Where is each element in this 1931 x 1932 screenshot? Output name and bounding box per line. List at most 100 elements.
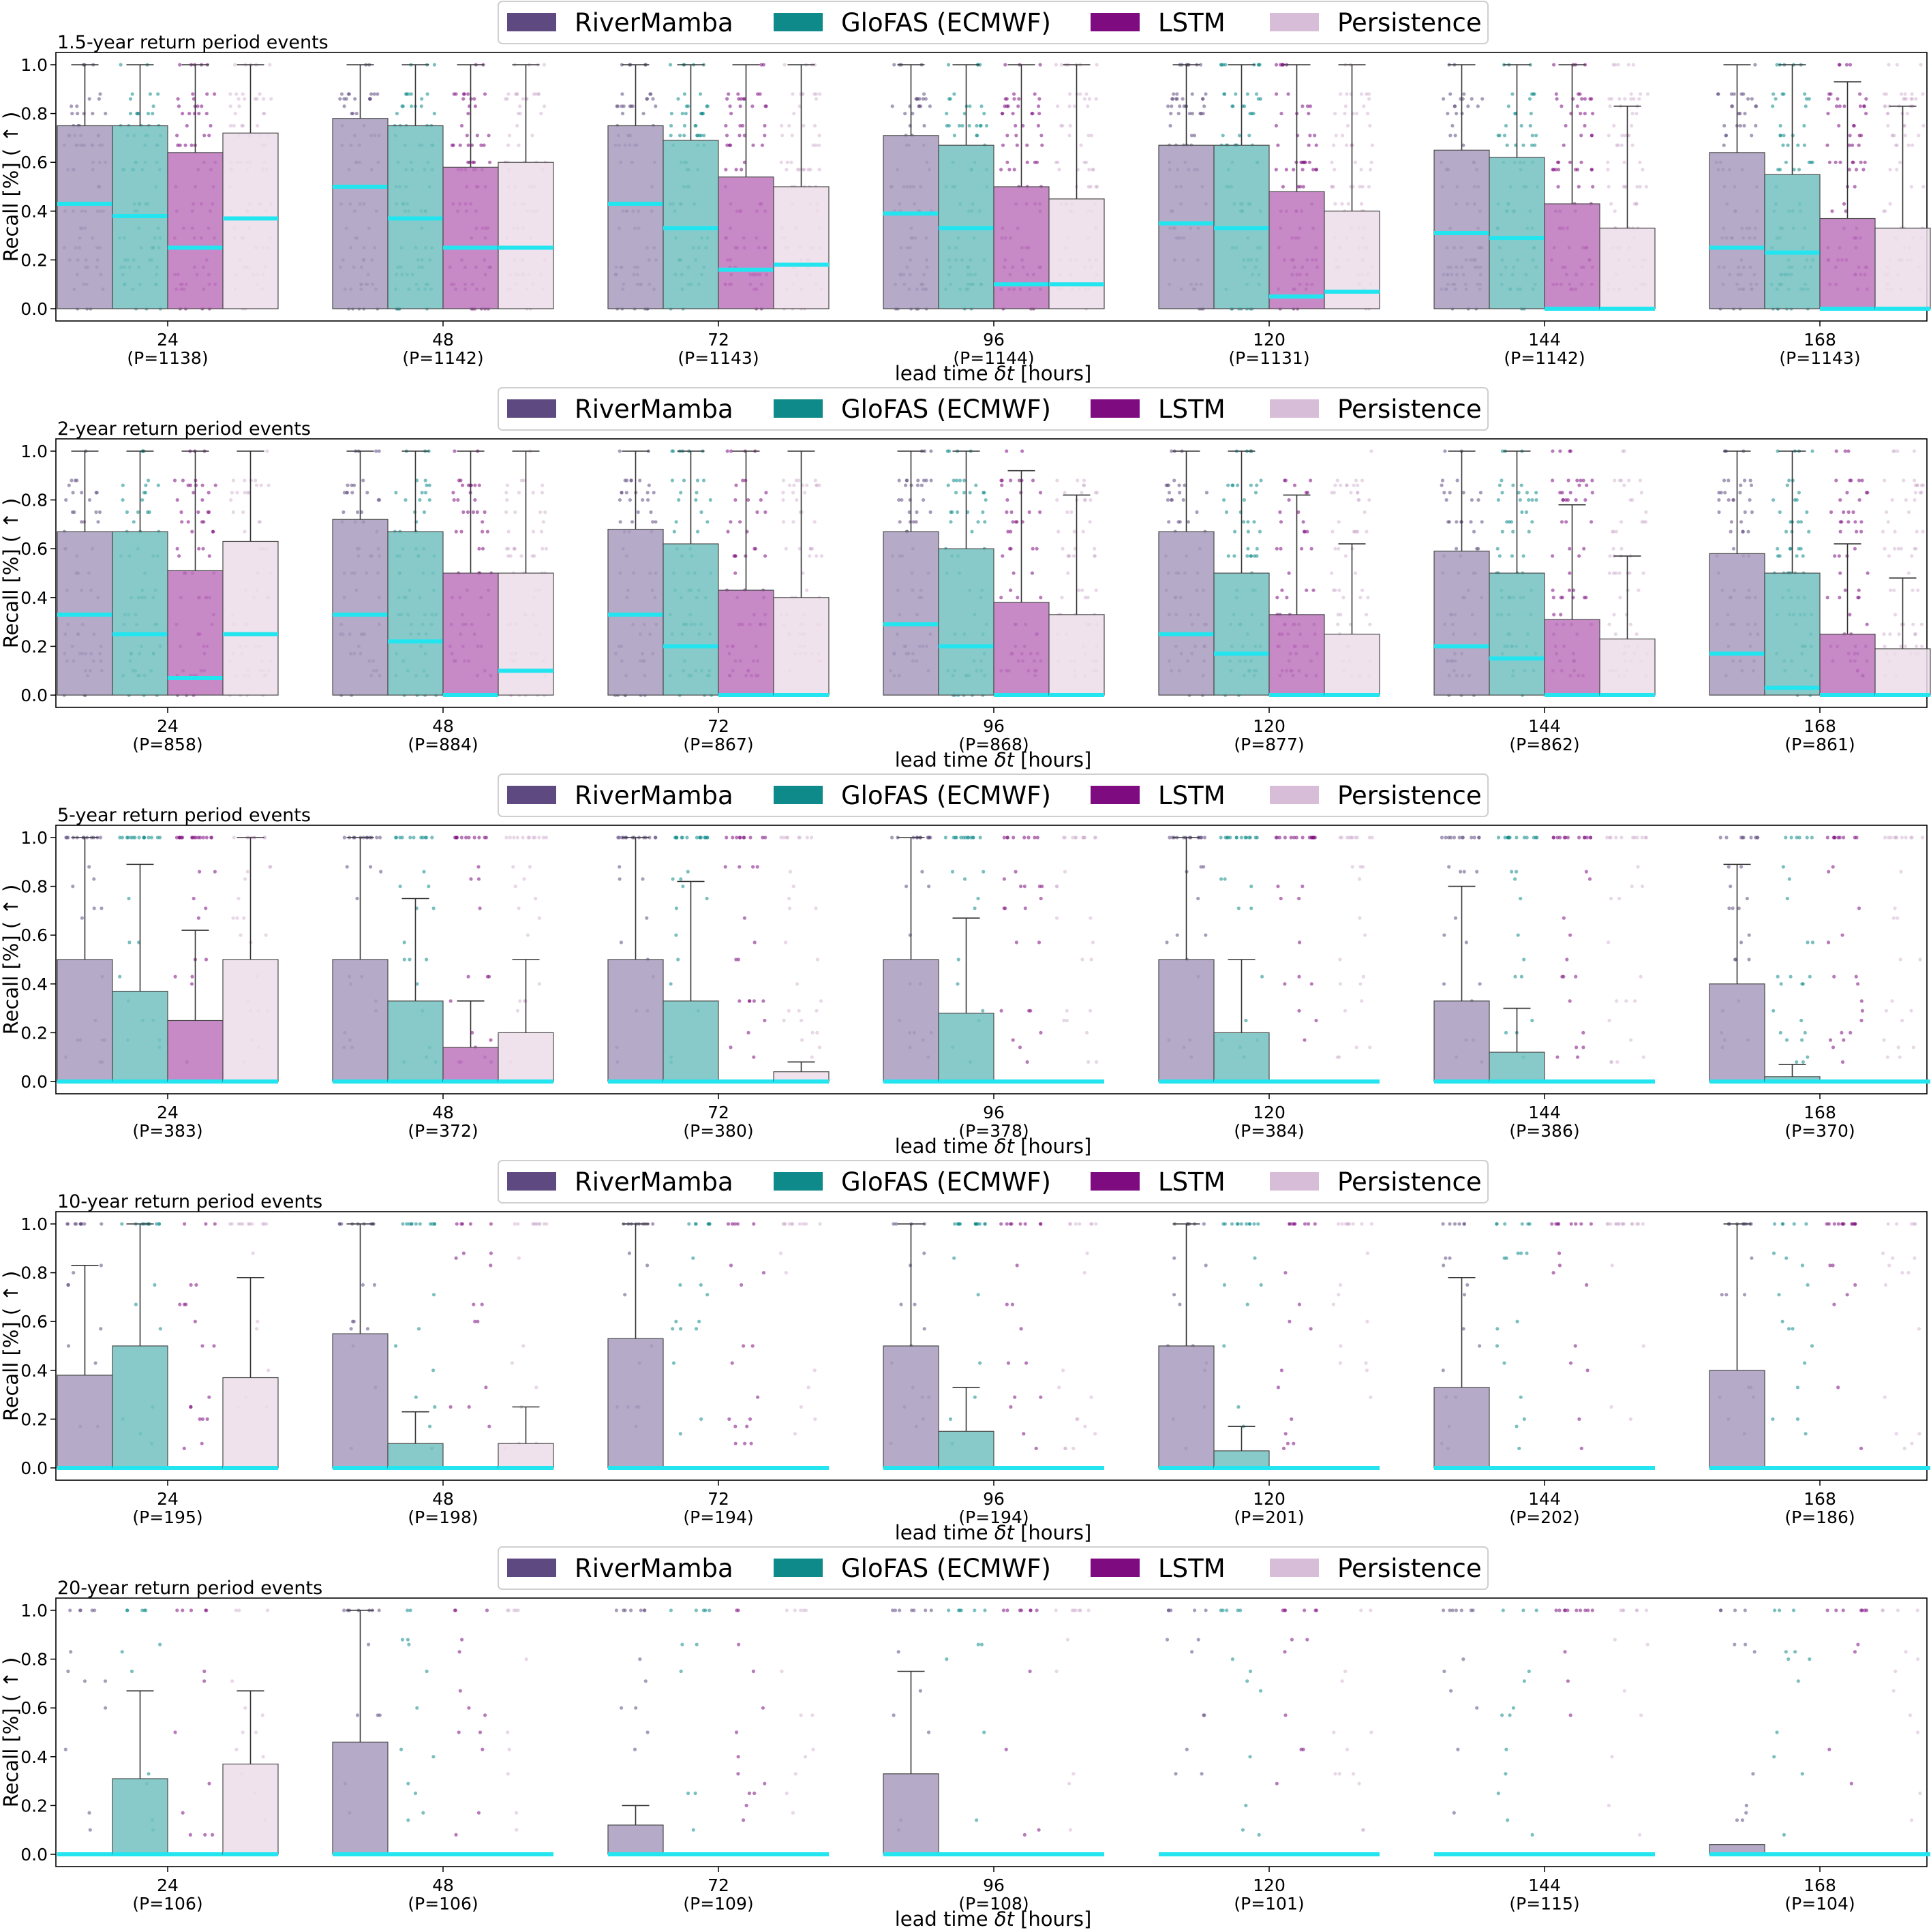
bar — [938, 548, 994, 696]
data-point — [1309, 478, 1313, 482]
data-point — [738, 520, 742, 524]
data-point — [1623, 97, 1627, 101]
data-point — [190, 530, 194, 534]
data-point — [674, 933, 678, 937]
data-point — [87, 97, 91, 101]
legend-label: RiverMamba — [575, 395, 733, 424]
data-point — [1624, 999, 1628, 1003]
data-point — [1239, 835, 1243, 840]
data-point — [791, 885, 795, 889]
data-point — [1057, 168, 1061, 172]
data-point — [1256, 97, 1260, 101]
data-point — [1309, 982, 1313, 986]
data-point — [213, 870, 217, 874]
data-point — [94, 510, 98, 515]
data-point — [202, 134, 207, 138]
data-point — [1500, 449, 1504, 453]
data-point — [1367, 498, 1371, 502]
data-point — [418, 498, 422, 502]
data-point — [177, 104, 181, 108]
data-point — [476, 865, 481, 869]
data-point — [1242, 498, 1246, 502]
data-point — [133, 835, 137, 840]
data-point — [1520, 510, 1524, 515]
data-point — [890, 835, 894, 840]
data-point — [1095, 1060, 1099, 1064]
x-count-label: (P=384) — [1234, 1121, 1304, 1141]
data-point — [928, 835, 932, 840]
data-point — [257, 520, 261, 524]
bar — [1489, 157, 1545, 309]
data-point — [1352, 530, 1356, 534]
data-point — [1804, 97, 1809, 101]
bar — [1709, 152, 1765, 309]
data-point — [641, 498, 645, 502]
data-point — [1453, 104, 1457, 108]
data-point — [1177, 483, 1181, 487]
data-point — [451, 143, 455, 147]
data-point — [1477, 835, 1481, 840]
data-point — [724, 168, 728, 172]
data-point — [466, 143, 470, 147]
data-point — [1331, 185, 1335, 189]
data-point — [1035, 547, 1039, 551]
bar — [442, 166, 499, 309]
data-point — [1084, 92, 1089, 96]
data-point — [1797, 168, 1801, 172]
data-point — [448, 999, 453, 1003]
data-point — [1054, 885, 1059, 889]
data-point — [508, 554, 513, 558]
data-point — [355, 896, 359, 901]
data-point — [1883, 644, 1887, 649]
data-point — [1882, 632, 1886, 637]
data-point — [120, 835, 125, 840]
bar — [607, 528, 664, 696]
legend-swatch — [507, 13, 556, 31]
data-point — [1366, 596, 1370, 600]
legend-label: GloFAS (ECMWF) — [841, 395, 1051, 424]
data-point — [1279, 547, 1283, 551]
data-point — [1094, 97, 1098, 101]
data-point — [733, 571, 738, 575]
data-point — [956, 957, 960, 962]
data-point — [155, 835, 159, 840]
data-point — [262, 835, 267, 840]
data-point — [679, 491, 683, 495]
y-tick-label: 1.0 — [20, 55, 48, 75]
data-point — [919, 483, 924, 487]
data-point — [1361, 975, 1365, 979]
data-point — [1581, 1045, 1585, 1049]
data-point — [649, 510, 653, 515]
data-point — [1750, 97, 1754, 101]
data-point — [733, 554, 738, 558]
data-point — [209, 123, 213, 128]
data-point — [731, 835, 735, 840]
data-point — [725, 835, 729, 840]
data-point — [200, 498, 204, 502]
data-point — [1608, 835, 1612, 840]
data-point — [258, 92, 262, 96]
data-point — [1830, 209, 1834, 213]
data-point — [1181, 498, 1185, 502]
data-point — [394, 835, 398, 840]
data-point — [983, 520, 987, 524]
data-point — [1919, 622, 1924, 626]
data-point — [763, 104, 767, 108]
data-point — [1349, 835, 1353, 840]
data-point — [1902, 123, 1906, 128]
data-point — [176, 97, 180, 101]
legend-swatch — [1270, 13, 1319, 31]
data-point — [1084, 160, 1089, 164]
data-point — [636, 510, 640, 515]
data-point — [811, 143, 815, 147]
data-point — [1891, 134, 1895, 138]
data-point — [537, 835, 541, 840]
data-point — [204, 906, 208, 910]
data-point — [725, 143, 729, 147]
data-point — [172, 478, 177, 482]
data-point — [1192, 134, 1196, 138]
data-point — [1913, 498, 1917, 502]
data-point — [758, 92, 762, 96]
data-point — [645, 97, 650, 101]
data-point — [800, 1038, 804, 1042]
